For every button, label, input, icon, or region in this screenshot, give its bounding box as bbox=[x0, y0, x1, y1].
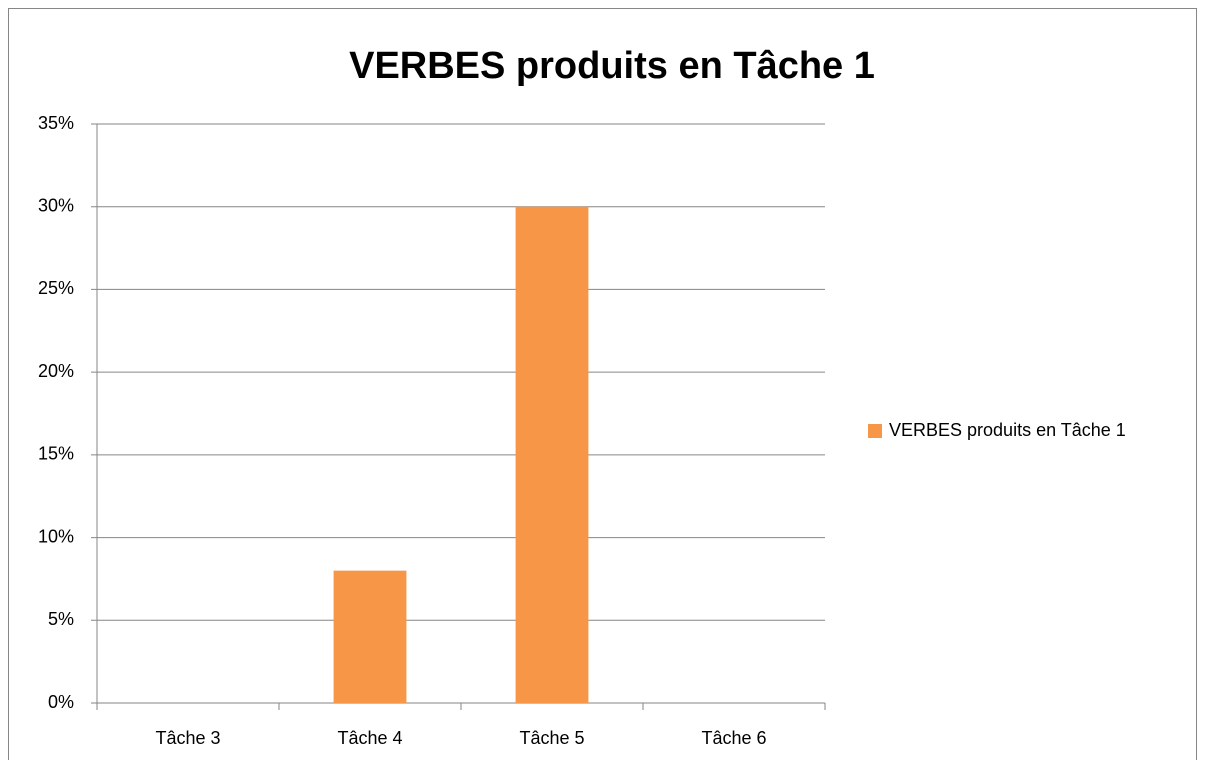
chart-frame bbox=[8, 8, 1197, 760]
y-tick-label: 30% bbox=[38, 195, 74, 215]
x-tick-label: Tâche 6 bbox=[701, 728, 766, 748]
y-tick-label: 25% bbox=[38, 278, 74, 298]
y-tick-label: 0% bbox=[48, 692, 74, 712]
y-tick-label: 10% bbox=[38, 526, 74, 546]
x-tick-label: Tâche 5 bbox=[519, 728, 584, 748]
chart-title: VERBES produits en Tâche 1 bbox=[349, 45, 875, 87]
y-tick-label: 15% bbox=[38, 444, 74, 464]
legend-swatch bbox=[868, 424, 882, 438]
legend-label: VERBES produits en Tâche 1 bbox=[889, 420, 1126, 440]
x-tick-label: Tâche 3 bbox=[155, 728, 220, 748]
y-tick-label: 35% bbox=[38, 113, 74, 133]
y-tick-label: 20% bbox=[38, 361, 74, 381]
bar bbox=[515, 206, 589, 703]
y-tick-label: 5% bbox=[48, 609, 74, 629]
x-tick-label: Tâche 4 bbox=[337, 728, 402, 748]
bar bbox=[333, 570, 407, 703]
